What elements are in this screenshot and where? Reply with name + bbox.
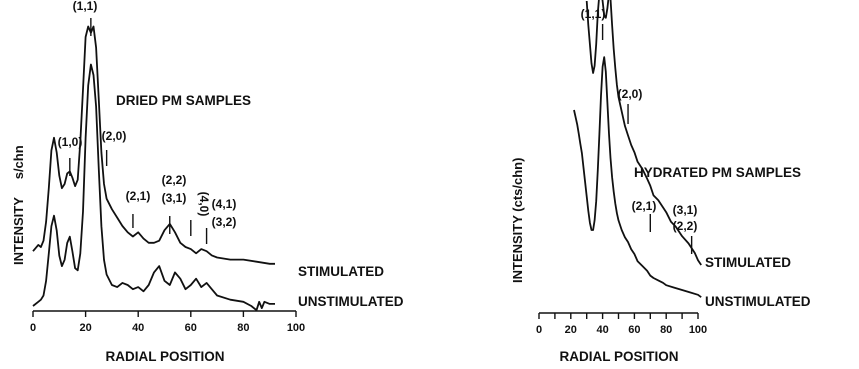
hydrated-curves (573, 0, 702, 298)
dried-x-ticks: 0 20 40 60 80 100 (30, 311, 305, 334)
hydrated-chart: 0 20 40 60 80 100 (1,1) (2,0) (2,1) (3,1) (2,2) H… (510, 0, 811, 364)
dried-title: DRIED PM SAMPLES (116, 93, 251, 108)
series-line-stimulated (585, 0, 702, 266)
tick-label: 100 (689, 324, 707, 336)
hydrated-series-label-stimulated: STIMULATED (705, 255, 791, 270)
peak-label: (2,0) (102, 129, 127, 143)
series-line-unstimulated (573, 56, 702, 298)
hydrated-xlabel: RADIAL POSITION (559, 349, 678, 364)
peak-label: (1,0) (58, 135, 83, 149)
hydrated-ylabel: INTENSITY (cts/chn) (510, 158, 525, 283)
tick-label: 80 (237, 322, 249, 334)
tick-label: 80 (660, 324, 672, 336)
peak-label: (1,1) (73, 0, 98, 13)
tick-label: 40 (132, 322, 144, 334)
dried-peak-markers: (1,0) (1,1) (2,0) (2,1) (2,2) (3,1) (4,0) (4,1)… (58, 0, 237, 244)
series-line-stimulated (32, 25, 275, 265)
tick-label: 20 (79, 322, 91, 334)
peak-label: (4,0) (197, 192, 211, 217)
tick-label: 60 (185, 322, 197, 334)
tick-label: 0 (30, 322, 36, 334)
tick-label: 60 (628, 324, 640, 336)
dried-series-label-stimulated: STIMULATED (298, 264, 384, 279)
tick-label: 20 (565, 324, 577, 336)
hydrated-title: HYDRATED PM SAMPLES (634, 165, 801, 180)
tick-label: 100 (287, 322, 305, 334)
peak-label: (2,2) (673, 219, 698, 233)
peak-label: (2,2) (162, 173, 187, 187)
dried-ylabel: INTENSITY s/chn (11, 145, 26, 265)
dried-xlabel: RADIAL POSITION (105, 349, 224, 364)
tick-label: 40 (596, 324, 608, 336)
peak-label: (1,1) (581, 7, 606, 21)
dried-series-label-unstimulated: UNSTIMULATED (298, 294, 404, 309)
peak-label: (4,1) (212, 197, 237, 211)
peak-label: (3,1) (162, 191, 187, 205)
dried-curves (32, 25, 275, 312)
hydrated-x-ticks: 0 20 40 60 80 100 (536, 313, 707, 336)
peak-label: (2,1) (126, 189, 151, 203)
peak-label: (3,1) (673, 203, 698, 217)
series-line-unstimulated (32, 63, 275, 312)
tick-label: 0 (536, 324, 542, 336)
hydrated-series-label-unstimulated: UNSTIMULATED (705, 294, 811, 309)
peak-label: (2,1) (632, 199, 657, 213)
hydrated-peak-markers: (1,1) (2,0) (2,1) (3,1) (2,2) (581, 7, 698, 254)
dried-chart: 0 20 40 60 80 100 (1,0) (1,1) (2,0) (2,1) (2,2) (3… (11, 0, 404, 364)
peak-label: (2,0) (618, 87, 643, 101)
peak-label: (3,2) (212, 215, 237, 229)
